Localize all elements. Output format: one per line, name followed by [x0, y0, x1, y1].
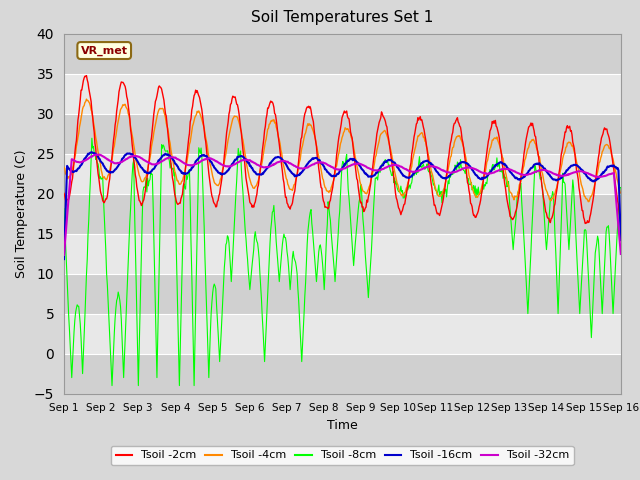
- Text: VR_met: VR_met: [81, 46, 128, 56]
- X-axis label: Time: Time: [327, 419, 358, 432]
- Bar: [64, 73, 621, 114]
- Legend: Tsoil -2cm, Tsoil -4cm, Tsoil -8cm, Tsoil -16cm, Tsoil -32cm: Tsoil -2cm, Tsoil -4cm, Tsoil -8cm, Tsoi…: [111, 446, 573, 465]
- Title: Soil Temperatures Set 1: Soil Temperatures Set 1: [252, 11, 433, 25]
- Bar: [64, 313, 621, 354]
- Bar: [64, 34, 621, 73]
- Bar: [64, 234, 621, 274]
- Bar: [64, 274, 621, 313]
- Y-axis label: Soil Temperature (C): Soil Temperature (C): [15, 149, 28, 278]
- Bar: [64, 154, 621, 193]
- Bar: [64, 114, 621, 154]
- Bar: [64, 354, 621, 394]
- Bar: [64, 193, 621, 234]
